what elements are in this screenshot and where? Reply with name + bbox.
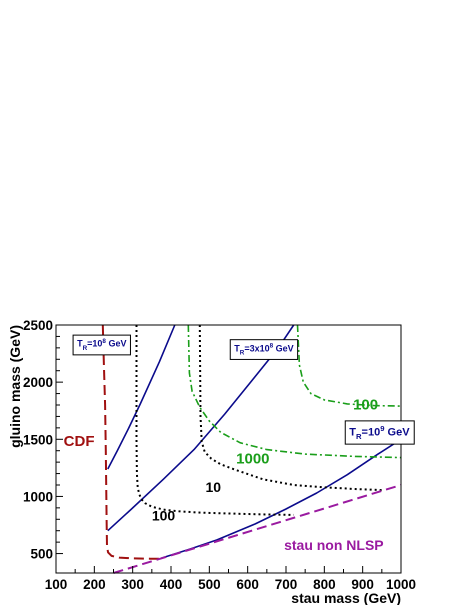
x-tick-label: 300 bbox=[121, 577, 144, 592]
series-line-7 bbox=[101, 324, 162, 560]
x-tick-label: 1000 bbox=[386, 577, 416, 592]
reheat-temperature-label: TR=109 GeV bbox=[344, 420, 415, 445]
curve-annotation: stau non NLSP bbox=[284, 537, 384, 553]
series-line-5 bbox=[296, 324, 402, 407]
x-tick-label: 800 bbox=[313, 577, 336, 592]
x-tick-label: 500 bbox=[198, 577, 221, 592]
series-line-3 bbox=[135, 325, 294, 516]
reheat-temperature-label: TR=108 GeV bbox=[72, 334, 131, 356]
x-tick-label: 200 bbox=[83, 577, 106, 592]
series-line-6 bbox=[187, 324, 402, 459]
x-tick-label: 700 bbox=[275, 577, 298, 592]
curve-annotation: 10 bbox=[206, 479, 222, 495]
y-tick-label: 2000 bbox=[23, 375, 53, 390]
reheat-temperature-text: TR=108 GeV bbox=[77, 338, 126, 352]
x-tick-label: 900 bbox=[351, 577, 374, 592]
label-box bbox=[344, 420, 415, 445]
reheat-temperature-label: TR=3x108 GeV bbox=[229, 339, 299, 360]
label-box bbox=[229, 339, 299, 360]
y-tick-label: 2500 bbox=[23, 318, 53, 333]
curve-annotation: 1000 bbox=[236, 450, 269, 467]
y-tick-label: 500 bbox=[30, 547, 53, 562]
x-axis-title: stau mass (GeV) bbox=[291, 590, 401, 605]
x-tick-label: 400 bbox=[160, 577, 183, 592]
x-tick-label: 600 bbox=[236, 577, 259, 592]
series-line-4 bbox=[198, 324, 382, 492]
y-axis-title: gluino mass (GeV) bbox=[7, 325, 23, 448]
x-tick-label: 100 bbox=[45, 577, 68, 592]
reheat-temperature-text: TR=3x108 GeV bbox=[234, 343, 293, 357]
y-tick-label: 1000 bbox=[23, 489, 53, 504]
series-line-2 bbox=[161, 438, 402, 559]
reheat-temperature-text: TR=109 GeV bbox=[349, 424, 410, 441]
y-tick-label: 1500 bbox=[23, 432, 53, 447]
curve-annotation: 100 bbox=[353, 397, 378, 414]
curve-annotation: 100 bbox=[152, 507, 176, 523]
series-line-8 bbox=[113, 484, 402, 574]
series-line-0 bbox=[107, 324, 176, 470]
label-box bbox=[72, 334, 131, 356]
curve-annotation: CDF bbox=[64, 433, 95, 450]
